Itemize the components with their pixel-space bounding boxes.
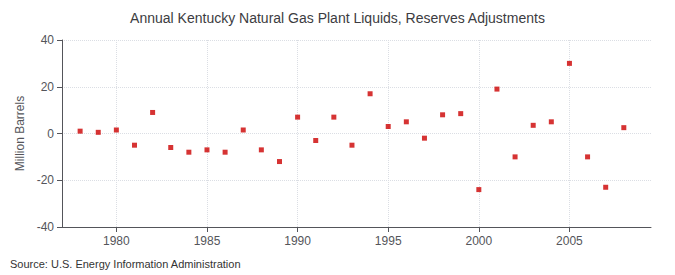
svg-text:20: 20 — [41, 80, 55, 94]
svg-text:40: 40 — [41, 33, 55, 47]
svg-text:1980: 1980 — [103, 234, 130, 248]
svg-text:Annual Kentucky Natural Gas Pl: Annual Kentucky Natural Gas Plant Liquid… — [130, 10, 545, 26]
svg-text:2000: 2000 — [465, 234, 492, 248]
svg-text:Million Barrels: Million Barrels — [13, 96, 27, 171]
svg-text:-20: -20 — [37, 173, 55, 187]
svg-text:2005: 2005 — [556, 234, 583, 248]
svg-text:0: 0 — [47, 127, 54, 141]
svg-text:1990: 1990 — [284, 234, 311, 248]
svg-text:1995: 1995 — [375, 234, 402, 248]
svg-text:-40: -40 — [37, 220, 55, 234]
svg-text:Source: U.S. Energy Informatio: Source: U.S. Energy Information Administ… — [10, 258, 241, 270]
svg-text:1985: 1985 — [194, 234, 221, 248]
